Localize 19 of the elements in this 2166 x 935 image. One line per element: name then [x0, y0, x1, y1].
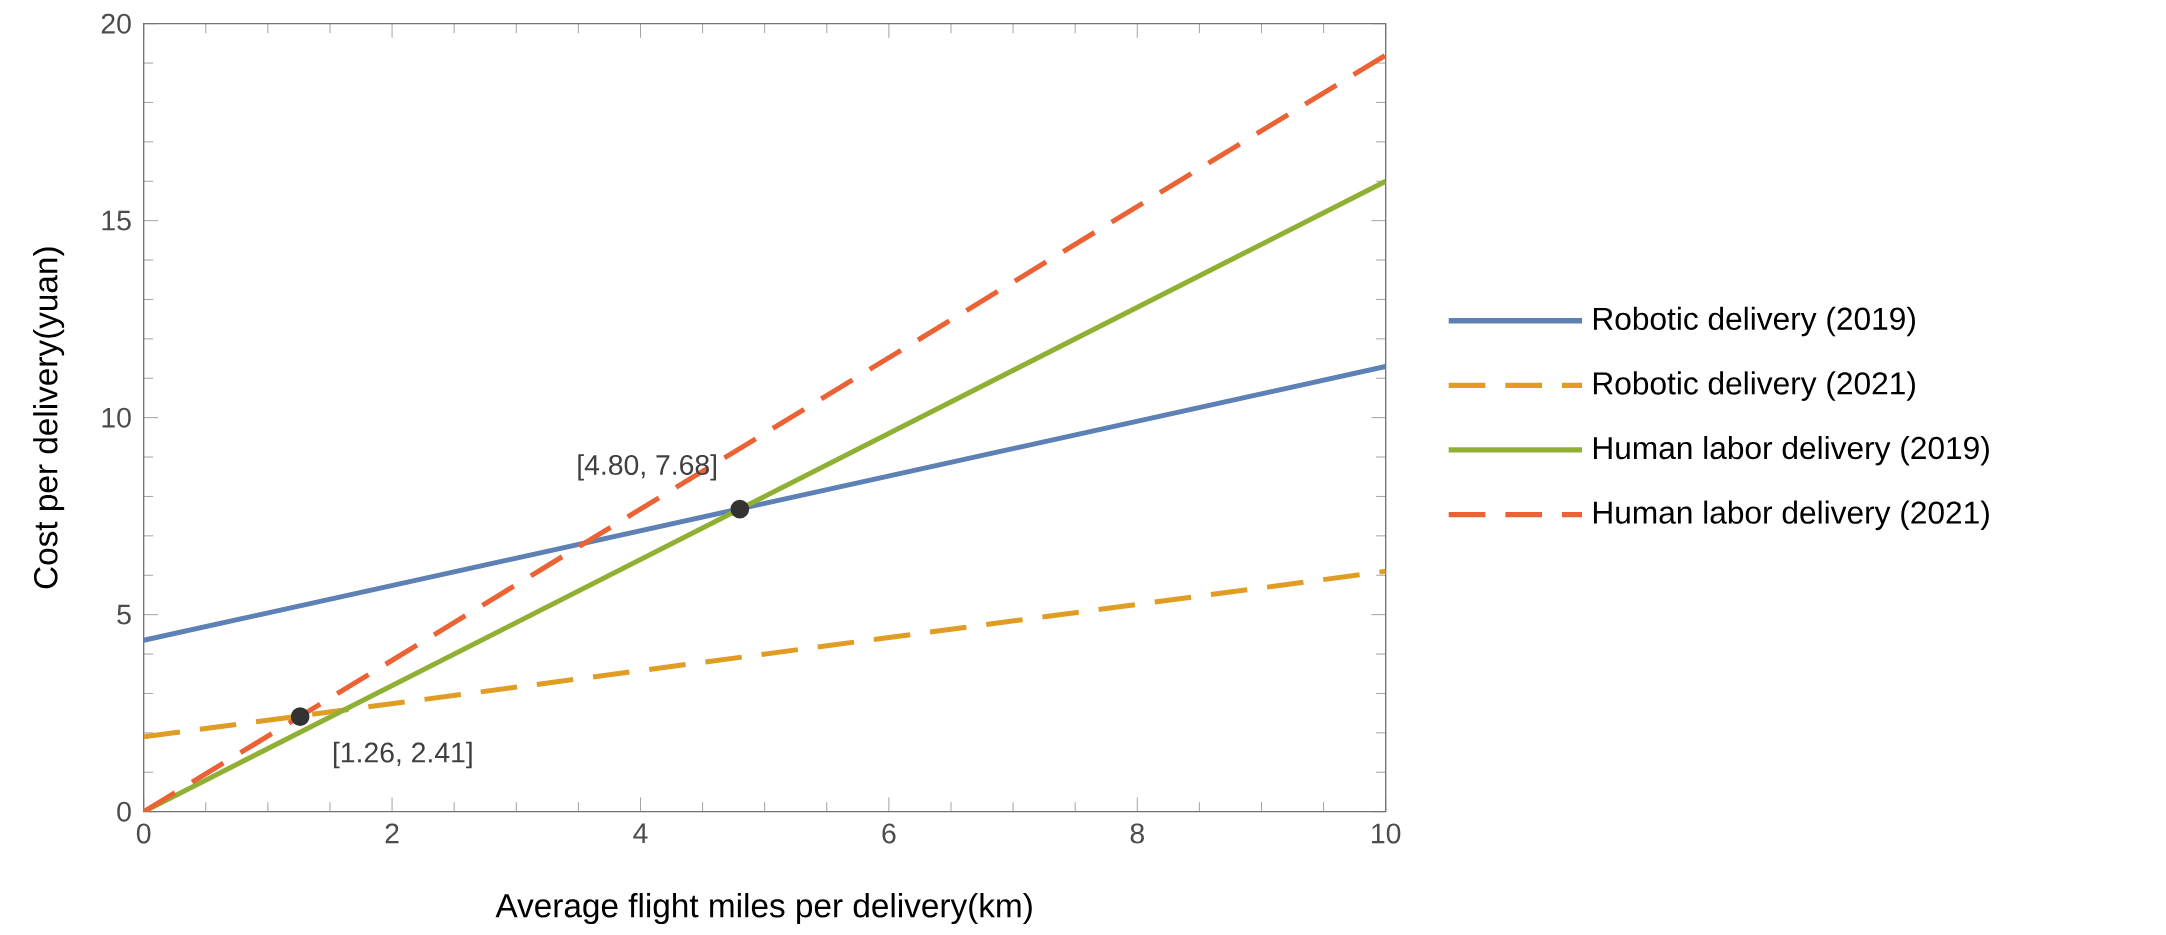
- x-tick-label: 8: [1130, 823, 1144, 844]
- legend-label: Robotic delivery (2021): [1593, 371, 1915, 401]
- y-tick-label: 0: [117, 801, 131, 822]
- y-tick-label: 15: [102, 210, 131, 231]
- y-tick-label: 5: [117, 604, 131, 625]
- x-tick-label: 2: [385, 823, 399, 844]
- x-tick-label: 0: [136, 823, 151, 844]
- x-tick-label: 6: [882, 823, 896, 844]
- annotation: [1.26, 2.41]: [333, 741, 472, 769]
- legend-label: Human labor delivery (2019): [1593, 435, 1989, 466]
- legend-label: Robotic delivery (2019): [1593, 306, 1915, 337]
- y-tick-label: 10: [102, 407, 131, 428]
- x-tick-label: 4: [633, 823, 648, 843]
- x-axis-title: Average flight miles per delivery(km): [495, 892, 1032, 924]
- y-tick-label: 20: [101, 13, 131, 34]
- x-tick-label: 10: [1372, 823, 1401, 844]
- y-axis-title: Cost per delivery(yuan): [33, 247, 65, 589]
- legend-label: Human labor delivery (2021): [1593, 500, 1989, 531]
- annotation: [4.80, 7.68]: [578, 454, 717, 481]
